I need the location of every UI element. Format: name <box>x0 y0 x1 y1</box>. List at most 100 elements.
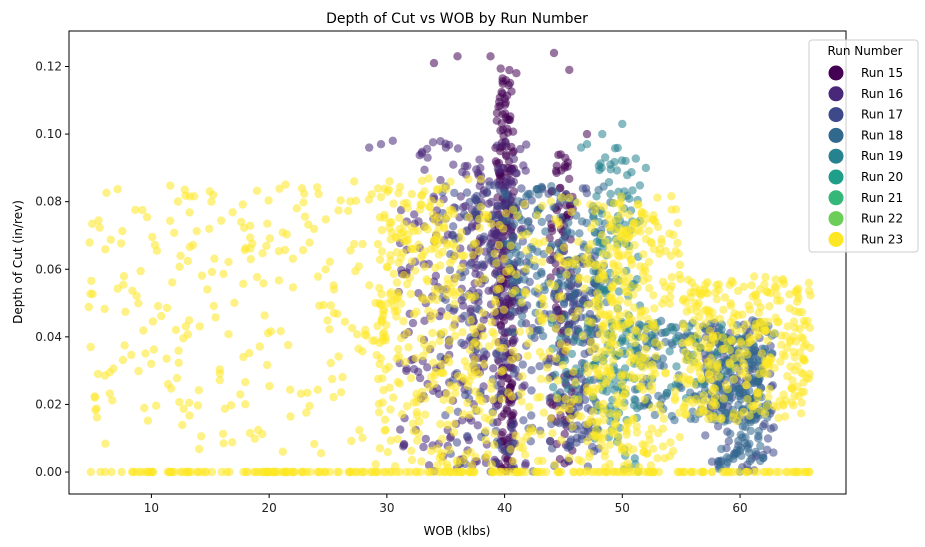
legend-marker <box>828 127 844 143</box>
data-point <box>450 331 460 341</box>
data-point <box>409 427 418 436</box>
data-point <box>550 460 559 469</box>
data-point <box>616 210 626 219</box>
data-point <box>205 224 214 233</box>
data-point <box>777 331 786 340</box>
data-point <box>194 386 203 395</box>
data-point <box>501 209 511 218</box>
data-point <box>218 429 228 438</box>
data-point <box>545 436 555 446</box>
data-point <box>92 413 102 422</box>
data-point <box>374 399 384 409</box>
data-point <box>597 231 607 240</box>
data-point <box>574 237 583 246</box>
legend-marker <box>828 148 844 164</box>
data-point <box>534 308 544 317</box>
data-point <box>132 291 141 301</box>
data-point <box>286 412 295 421</box>
x-tick-label: 20 <box>261 501 276 515</box>
data-point <box>329 392 338 402</box>
data-point <box>576 143 586 152</box>
data-point <box>720 293 730 302</box>
data-point <box>599 361 608 370</box>
data-point <box>400 357 410 367</box>
data-point <box>475 223 484 232</box>
y-tick-label: 0.04 <box>35 330 62 344</box>
data-point <box>563 385 573 394</box>
data-point <box>741 467 750 477</box>
data-point <box>754 369 764 379</box>
data-point <box>381 425 390 435</box>
data-point <box>506 445 515 454</box>
data-point <box>772 283 781 292</box>
data-point <box>388 136 397 145</box>
data-point <box>402 328 411 338</box>
data-point <box>420 394 430 403</box>
data-point <box>393 288 402 298</box>
data-point <box>336 388 346 397</box>
data-point <box>399 440 409 450</box>
data-point <box>582 274 592 284</box>
data-point <box>788 376 797 385</box>
data-point <box>509 154 519 164</box>
data-point <box>121 307 130 316</box>
data-point <box>451 389 460 398</box>
data-point <box>765 384 774 394</box>
data-point <box>190 192 199 201</box>
data-point <box>507 392 517 401</box>
data-point <box>624 210 633 219</box>
data-point <box>94 216 103 225</box>
data-point <box>442 389 452 398</box>
data-point <box>417 457 426 466</box>
plot-frame <box>68 30 847 495</box>
data-point <box>788 384 797 393</box>
data-point <box>406 289 415 299</box>
data-point <box>109 364 118 373</box>
data-point <box>488 409 497 418</box>
data-point <box>583 300 592 310</box>
data-point <box>757 349 767 358</box>
data-point <box>649 318 658 328</box>
data-point <box>577 374 586 383</box>
data-point <box>423 363 432 372</box>
data-point <box>457 228 466 237</box>
data-point <box>364 195 374 204</box>
data-point <box>282 230 291 239</box>
data-point <box>465 260 475 269</box>
data-point <box>543 375 553 384</box>
data-point <box>328 374 337 384</box>
data-point <box>508 205 518 214</box>
data-point <box>355 426 364 435</box>
data-point <box>617 156 627 165</box>
data-point <box>183 256 192 266</box>
data-point <box>583 259 592 269</box>
data-point <box>383 448 392 457</box>
data-point <box>399 199 409 208</box>
data-point <box>521 289 531 298</box>
data-point <box>503 115 512 124</box>
data-point <box>511 431 520 440</box>
data-point <box>374 408 384 417</box>
data-point <box>451 382 461 391</box>
data-point <box>701 319 710 328</box>
data-point <box>743 373 752 383</box>
legend-marker <box>828 107 844 123</box>
data-point <box>481 436 490 445</box>
data-point <box>774 413 783 423</box>
data-point <box>346 197 355 206</box>
data-point <box>660 282 670 291</box>
data-point <box>389 269 398 279</box>
data-point <box>471 238 480 248</box>
y-tick-label: 0.06 <box>35 262 62 276</box>
data-point <box>515 258 525 267</box>
data-point <box>615 295 624 305</box>
data-point <box>804 278 813 288</box>
data-point <box>467 293 476 302</box>
data-point <box>670 393 680 403</box>
data-point <box>200 467 209 477</box>
data-point <box>471 387 480 396</box>
data-point <box>385 223 394 233</box>
data-point <box>87 276 96 286</box>
data-point <box>573 198 582 207</box>
data-point <box>572 438 581 447</box>
